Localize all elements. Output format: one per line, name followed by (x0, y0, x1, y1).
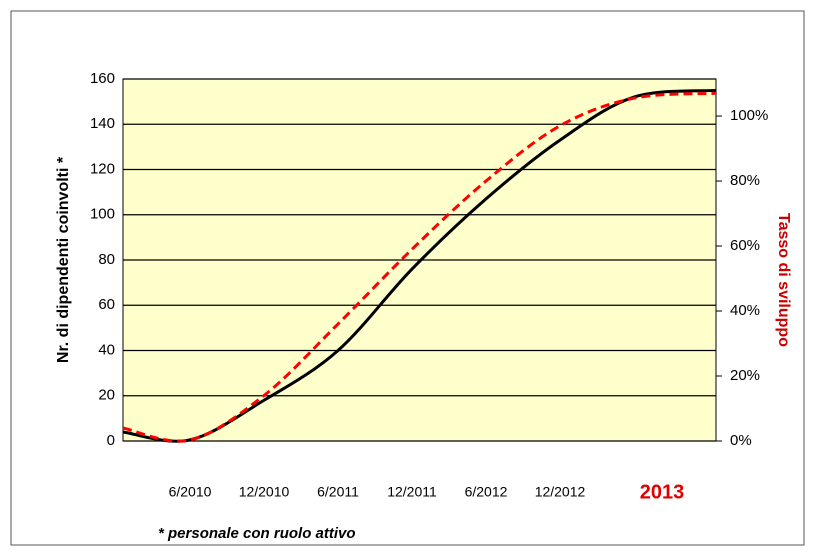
y2-tick-label: 20% (730, 367, 760, 384)
x-tick-label: 12/2012 (535, 484, 586, 500)
y-tick-label: 60 (98, 296, 115, 313)
x-tick-label: 12/2011 (387, 484, 437, 500)
y2-tick-label: 80% (730, 172, 760, 189)
y-tick-label: 100 (90, 206, 115, 223)
y-tick-label: 140 (90, 115, 115, 132)
y-axis-label: Nr. di dipendenti coinvolti * (55, 156, 72, 363)
footnote: * personale con ruolo attivo (158, 525, 356, 542)
x-tick-label: 2013 (640, 481, 685, 503)
x-tick-label: 6/2012 (465, 484, 508, 500)
x-tick-label: 6/2010 (169, 484, 212, 500)
y-tick-label: 80 (98, 251, 115, 268)
y-tick-label: 20 (98, 387, 115, 404)
y2-axis-label: Tasso di sviluppo (775, 213, 792, 347)
x-tick-label: 12/2010 (239, 484, 290, 500)
x-tick-label: 6/2011 (317, 484, 359, 500)
y2-tick-label: 100% (730, 107, 768, 124)
y-tick-label: 0 (107, 432, 115, 449)
y-tick-label: 40 (98, 341, 115, 358)
line-series (122, 91, 717, 443)
y-tick-label: 120 (90, 160, 115, 177)
y2-tick-label: 60% (730, 237, 760, 254)
y2-tick-label: 40% (730, 302, 760, 319)
y-tick-label: 160 (90, 70, 115, 87)
y2-tick-label: 0% (730, 432, 752, 449)
